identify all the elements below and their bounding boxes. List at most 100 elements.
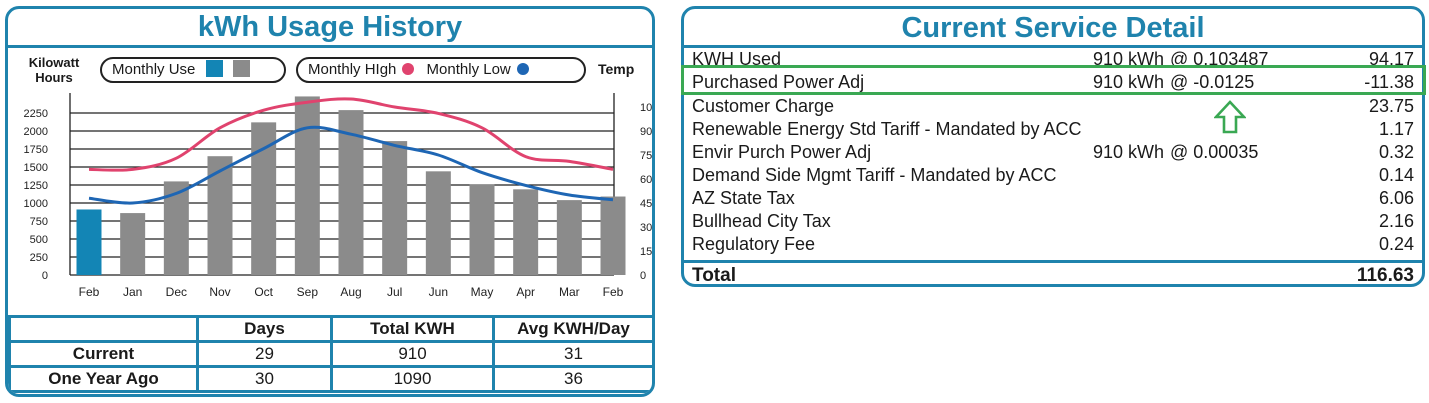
title-divider [684, 45, 1422, 48]
total-divider [684, 260, 1422, 263]
title-divider [8, 45, 652, 48]
line-item: Purchased Power Adj 910 kWh @ -0.0125 -1… [684, 71, 1422, 94]
usage-bar [600, 196, 626, 275]
service-detail-title: Current Service Detail [901, 12, 1205, 44]
line-item: Envir Purch Power Adj 910 kWh @ 0.00035 … [684, 141, 1422, 164]
line-item-rate: @ 0.00035 [1170, 142, 1259, 162]
x-tick-label: Jul [387, 285, 402, 299]
y-tick-label: 1750 [24, 144, 48, 156]
legend-monthly-use-label: Monthly Use [112, 61, 196, 78]
line-item-description: Bullhead City Tax [692, 211, 831, 231]
line-item: Demand Side Mgmt Tariff - Mandated by AC… [684, 164, 1422, 187]
table-header-cell [8, 315, 199, 343]
legend-temperature: Monthly HIgh Monthly Low [296, 57, 586, 83]
table-row: One Year Ago 30 1090 36 [8, 365, 652, 393]
table-cell: 29 [196, 340, 333, 368]
usage-bar [120, 213, 146, 275]
usage-bar [469, 184, 495, 275]
line-item-description: Regulatory Fee [692, 234, 816, 254]
table-cell: 910 [330, 340, 495, 368]
table-cell: 30 [196, 365, 333, 393]
line-item-amount: 0.14 [1378, 165, 1414, 185]
x-tick-label: Aug [340, 285, 361, 299]
line-item-rate: @ -0.0125 [1170, 72, 1255, 92]
line-item: KWH Used 910 kWh @ 0.103487 94.17 [684, 48, 1422, 71]
table-cell: 36 [492, 365, 652, 393]
usage-bar [513, 189, 539, 275]
line-item-amount: 23.75 [1368, 96, 1414, 116]
x-tick-label: Dec [166, 285, 187, 299]
x-tick-label: Sep [297, 285, 319, 299]
y-tick-label: 0 [42, 270, 48, 282]
y2-tick-label: 0 [640, 270, 646, 282]
usage-bar [76, 209, 102, 275]
line-item: AZ State Tax 6.06 [684, 187, 1422, 210]
monthly-low-marker [516, 63, 529, 75]
line-item-description: Demand Side Mgmt Tariff - Mandated by AC… [692, 165, 1057, 185]
line-item-rate: @ 0.103487 [1170, 49, 1269, 69]
y-axis-label: Kilowatt Hours [12, 55, 96, 85]
line-item-description: KWH Used [692, 49, 782, 69]
line-item-description: Customer Charge [692, 96, 835, 116]
y-tick-label: 2000 [24, 126, 48, 138]
y-tick-label: 250 [30, 252, 48, 264]
legend-monthly-low-label: Monthly Low [426, 61, 511, 78]
y-tick-label: 1000 [24, 198, 48, 210]
y-tick-label: 1500 [24, 162, 48, 174]
x-tick-label: Feb [603, 285, 624, 299]
y2-tick-label: 90 [640, 126, 652, 138]
row-label: Current [8, 340, 199, 368]
x-tick-label: Oct [254, 285, 273, 299]
y2-tick-label: 45 [640, 198, 652, 210]
monthly-low-line [88, 125, 614, 205]
x-tick-label: Mar [559, 285, 580, 299]
table-row: Current 29 910 31 [8, 340, 652, 368]
y-tick-label: 1250 [24, 180, 48, 192]
y-axis-label-line2: Hours [35, 70, 73, 85]
table-cell: 1090 [330, 365, 495, 393]
usage-summary-table: Days Total KWH Avg KWH/Day Current 29 91… [8, 315, 652, 393]
x-tick-label: Apr [516, 285, 535, 299]
line-item: Renewable Energy Std Tariff - Mandated b… [684, 118, 1422, 141]
y2-tick-label: 60 [640, 174, 652, 186]
past-bar-swatch [232, 60, 250, 77]
line-item-amount: 0.32 [1378, 142, 1414, 162]
service-detail-panel: Current Service Detail KWH Used 910 kWh … [681, 6, 1425, 287]
y-axis-label-line1: Kilowatt [28, 55, 80, 70]
usage-bar [294, 96, 320, 275]
line-item: Regulatory Fee 0.24 [684, 233, 1422, 256]
usage-bar [425, 171, 451, 275]
y2-tick-label: 105 [640, 102, 652, 114]
y-tick-label: 2250 [24, 108, 48, 120]
line-item-amount: 2.16 [1378, 211, 1414, 231]
x-tick-label: Jun [429, 285, 448, 299]
line-item-amount: -11.38 [1364, 72, 1414, 92]
line-item: Bullhead City Tax 2.16 [684, 210, 1422, 233]
line-item: Customer Charge 23.75 [684, 95, 1422, 118]
table-header-cell: Days [196, 315, 333, 343]
usage-chart: 0 250 500 750 1000 1250 1500 1750 2000 2250 0 15 30 4… [24, 93, 652, 299]
usage-history-title: kWh Usage History [197, 11, 463, 43]
y-tick-label: 750 [30, 216, 48, 228]
temp-axis-label: Temp [598, 61, 635, 77]
y2-tick-label: 15 [640, 246, 652, 258]
table-header-cell: Avg KWH/Day [492, 315, 652, 343]
legend-monthly-high-label: Monthly HIgh [308, 61, 397, 78]
y2-tick-label: 30 [640, 222, 652, 234]
total-row: Total 116.63 [684, 263, 1422, 284]
x-tick-label: May [471, 285, 494, 299]
line-item-amount: 94.17 [1368, 49, 1414, 69]
current-bar-swatch [205, 60, 223, 77]
line-item-amount: 6.06 [1378, 188, 1414, 208]
table-header-row: Days Total KWH Avg KWH/Day [8, 315, 652, 343]
monthly-high-marker [402, 63, 415, 75]
line-item-description: Envir Purch Power Adj [692, 142, 872, 162]
line-item-description: Purchased Power Adj [692, 72, 865, 92]
line-item-amount: 0.24 [1378, 234, 1414, 254]
table-cell: 31 [492, 340, 652, 368]
row-label: One Year Ago [8, 365, 199, 393]
line-item-description: Renewable Energy Std Tariff - Mandated b… [692, 119, 1082, 139]
usage-bar [556, 200, 582, 275]
line-item-kwh: 910 kWh [1092, 142, 1164, 162]
line-item-kwh: 910 kWh [1092, 49, 1164, 69]
